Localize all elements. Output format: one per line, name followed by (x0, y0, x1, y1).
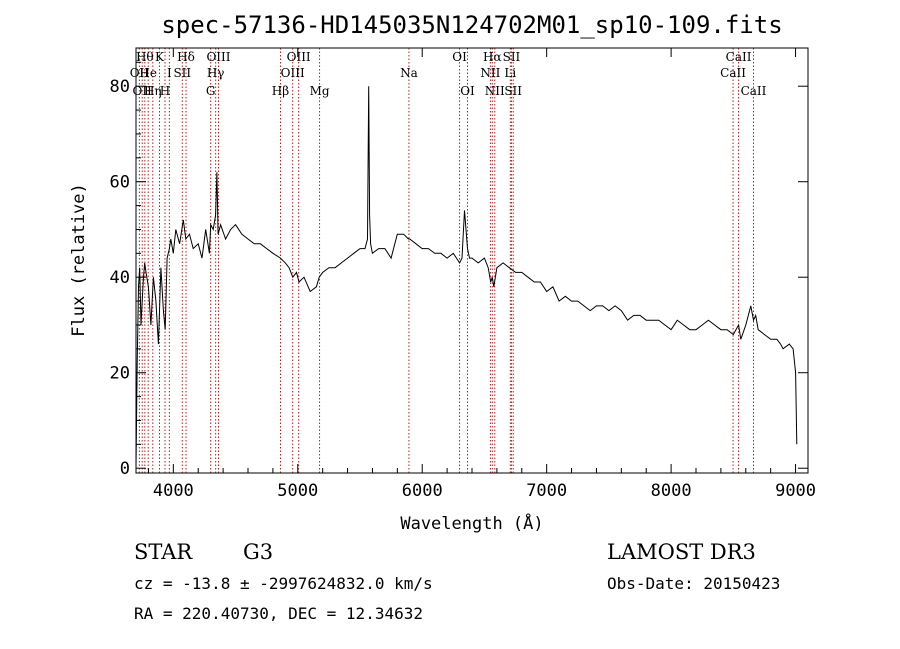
y-tick-label: 0 (120, 459, 130, 479)
line-label-oiii: OIII (206, 50, 230, 64)
x-tick-label: 9000 (775, 481, 816, 501)
coordinates-readout: RA = 220.40730, DEC = 12.34632 (134, 604, 423, 623)
line-label-g: G (206, 84, 216, 98)
plot-frame (135, 47, 809, 474)
line-label-oii: OII (130, 66, 150, 80)
line-label-sii: SII (504, 84, 522, 98)
x-tick-label: 8000 (651, 481, 692, 501)
line-label-h: H (160, 84, 170, 98)
x-tick-label: 6000 (402, 481, 443, 501)
line-label-nii: NII (485, 84, 505, 98)
x-tick-label: 7000 (526, 481, 567, 501)
line-label-hδ: Hδ (177, 50, 195, 64)
line-label-hβ: Hβ (272, 84, 289, 98)
line-label-caii: CaII (720, 66, 746, 80)
object-class: STAR (134, 540, 193, 564)
line-label-sii: SII (503, 50, 521, 64)
line-label-oiii: OIII (281, 66, 305, 80)
y-tick-label: 40 (110, 268, 130, 288)
line-label-na: Na (400, 66, 418, 80)
line-label-caii: CaII (741, 84, 767, 98)
line-label-sii: SII (173, 66, 191, 80)
line-label-oi: OI (452, 50, 467, 64)
y-tick-label: 60 (110, 173, 130, 193)
line-label-hα: Hα (483, 50, 502, 64)
y-tick-label: 20 (110, 364, 130, 384)
line-label-hη: Hη (144, 84, 162, 98)
velocity-readout: cz = -13.8 ± -2997624832.0 km/s (134, 574, 433, 593)
line-label-oii: OII (133, 84, 153, 98)
line-label-oi: OI (460, 84, 475, 98)
y-tick-label: 80 (110, 77, 130, 97)
y-axis-label: Flux (relative) (69, 183, 89, 337)
survey-name: LAMOST DR3 (607, 540, 756, 564)
observation-date: Obs-Date: 20150423 (607, 574, 780, 593)
spectral-subclass: G3 (243, 540, 273, 564)
x-tick-label: 5000 (277, 481, 318, 501)
chart-title: spec-57136-HD145035N124702M01_sp10-109.f… (161, 11, 782, 39)
spectrum-series-line (135, 86, 798, 469)
line-label-mg: Mg (310, 84, 330, 98)
line-label-he: He (139, 66, 157, 80)
x-axis-ticks: 4000 5000 6000 7000 8000 9000 (147, 48, 816, 501)
y-axis-ticks: 0 20 40 60 80 (110, 61, 808, 479)
line-label-nii: NII (480, 66, 500, 80)
emission-line-markers (138, 48, 754, 473)
x-tick-label: 4000 (153, 481, 194, 501)
x-axis-label: Wavelength (Å) (400, 512, 543, 534)
line-label-i: I (167, 66, 172, 80)
line-label-hθ: Hθ (136, 50, 154, 64)
line-label-hγ: Hγ (207, 66, 225, 80)
line-label-k: K (155, 50, 165, 64)
line-label-li: Li (504, 66, 516, 80)
line-label-oiii: OIII (287, 50, 311, 64)
line-label-caii: CaII (726, 50, 752, 64)
